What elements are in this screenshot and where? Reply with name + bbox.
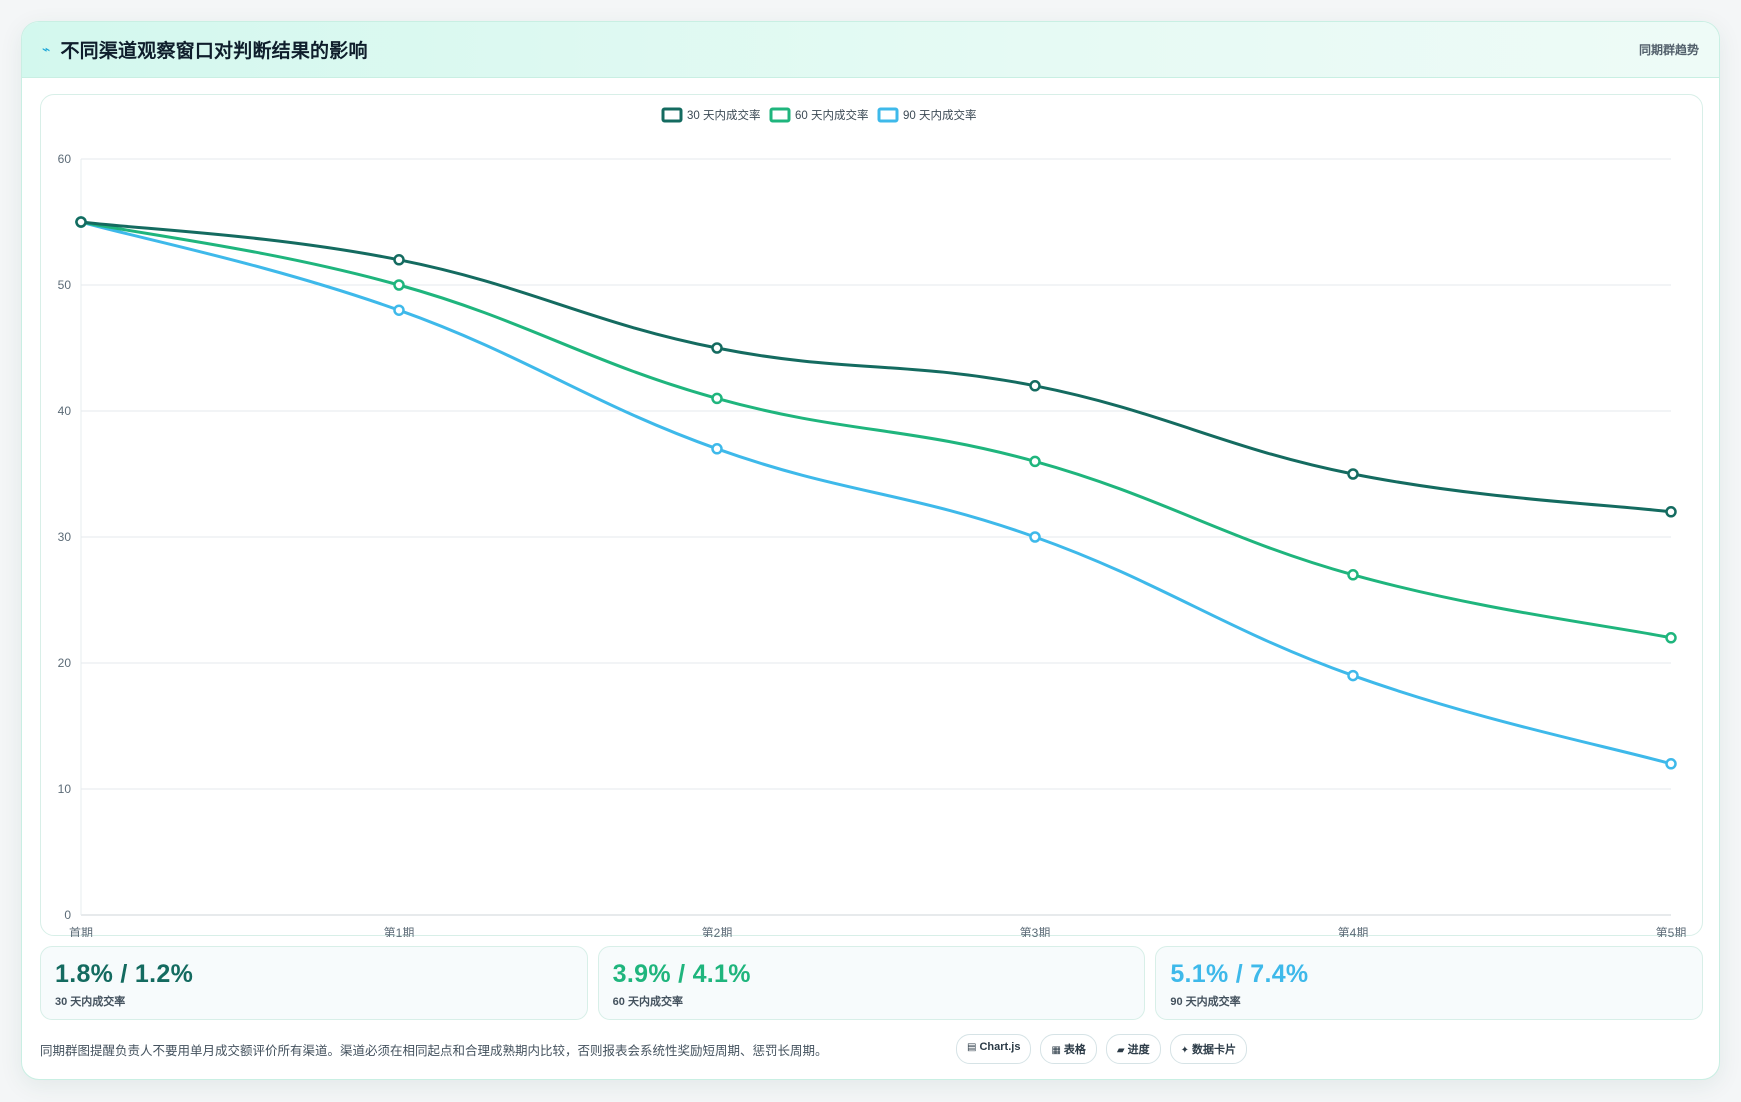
chip-label: 表格 [1063, 1044, 1086, 1056]
x-tick-label: 第2期 [702, 926, 733, 937]
stat-card-90: 5.1% / 7.4% 90 天内成交率 [1155, 946, 1704, 1020]
y-tick-label: 10 [58, 782, 72, 796]
chip-data-card[interactable]: ✦ 数据卡片 [1169, 1034, 1247, 1064]
y-tick-label: 40 [58, 404, 72, 418]
trend-icon: ⌁ [42, 41, 51, 57]
legend-swatch [877, 107, 899, 123]
x-tick-label: 第3期 [1020, 926, 1051, 937]
data-point [1029, 380, 1041, 392]
legend-swatch [769, 107, 791, 123]
stat-card-30: 1.8% / 1.2% 30 天内成交率 [40, 946, 588, 1020]
table-icon: ▦ [1051, 1045, 1061, 1056]
legend-swatch [661, 107, 683, 123]
footer-note: 同期群图提醒负责人不要用单月成交额评价所有渠道。渠道必须在相同起点和合理成熟期内… [40, 1043, 828, 1058]
data-point [1665, 632, 1677, 644]
data-point [393, 254, 405, 266]
chip-table[interactable]: ▦ 表格 [1040, 1034, 1097, 1064]
x-tick-label: 第1期 [384, 926, 415, 937]
x-tick-label: 第5期 [1656, 926, 1687, 937]
data-point [711, 342, 723, 354]
chart-panel: 0 10 20 30 40 50 60 首期 第1期 第2期 第3期 第4期 第5期 30 天内成交率 60… [40, 94, 1703, 937]
legend-label: 30 天内成交率 [687, 108, 761, 122]
chip-group: ▤ Chart.js ▦ 表格 ▰ 进度 ✦ 数据卡片 [956, 1034, 1247, 1064]
y-tick-label: 60 [58, 152, 72, 166]
legend-label: 60 天内成交率 [795, 108, 869, 122]
series-line [79, 220, 1673, 766]
x-tick-label: 首期 [69, 926, 93, 937]
y-tick-label: 30 [58, 530, 72, 544]
y-tick-label: 50 [58, 278, 72, 292]
stat-value: 5.1% / 7.4% [1170, 960, 1309, 988]
chip-progress[interactable]: ▰ 进度 [1105, 1034, 1161, 1064]
data-point [393, 279, 405, 291]
stat-label: 60 天内成交率 [612, 996, 683, 1008]
chip-label: 数据卡片 [1192, 1044, 1236, 1056]
series-line [79, 220, 1673, 640]
data-point [711, 392, 723, 405]
data-point [711, 443, 723, 455]
series-line [79, 220, 1673, 514]
data-point [1029, 455, 1041, 468]
chip-label: Chart.js [979, 1041, 1021, 1053]
card-header: ⌁ 不同渠道观察窗口对判断结果的影响 同期群趋势 [22, 22, 1719, 78]
line-chart: 0 10 20 30 40 50 60 首期 第1期 第2期 第3期 第4期 第5期 30 天内成交率 60… [58, 107, 1687, 937]
legend-label: 90 天内成交率 [903, 108, 977, 122]
sparkle-icon: ✦ [1180, 1045, 1189, 1056]
stat-label: 30 天内成交率 [55, 996, 126, 1008]
header-title-group: ⌁ 不同渠道观察窗口对判断结果的影响 [42, 36, 368, 63]
data-point [1665, 506, 1677, 518]
data-point [1347, 569, 1359, 581]
data-point [1665, 758, 1677, 770]
data-point [75, 216, 87, 228]
card-footer: 同期群图提醒负责人不要用单月成交额评价所有渠道。渠道必须在相同起点和合理成熟期内… [40, 1032, 1703, 1066]
y-tick-label: 0 [64, 908, 71, 922]
chip-label: 进度 [1127, 1044, 1150, 1056]
stat-value: 1.8% / 1.2% [55, 960, 194, 988]
progress-icon: ▰ [1116, 1045, 1125, 1056]
data-point [1347, 669, 1359, 682]
data-point [1029, 531, 1041, 543]
stats-row: 1.8% / 1.2% 30 天内成交率 3.9% / 4.1% 60 天内成交… [40, 946, 1704, 1020]
page-title: 不同渠道观察窗口对判断结果的影响 [60, 41, 368, 62]
chip-chartjs[interactable]: ▤ Chart.js [956, 1034, 1032, 1064]
stat-label: 90 天内成交率 [1170, 996, 1241, 1008]
stat-value: 3.9% / 4.1% [612, 960, 751, 988]
data-point [1347, 468, 1359, 480]
x-tick-label: 第4期 [1338, 926, 1369, 937]
stat-card-60: 3.9% / 4.1% 60 天内成交率 [597, 946, 1146, 1020]
y-tick-label: 20 [58, 656, 72, 670]
chart-icon: ▤ [967, 1042, 977, 1053]
header-tag: 同期群趋势 [1638, 43, 1699, 57]
data-point [393, 304, 405, 316]
dashboard-card: ⌁ 不同渠道观察窗口对判断结果的影响 同期群趋势 0 10 20 30 40 50 60 首期… [21, 21, 1720, 1080]
